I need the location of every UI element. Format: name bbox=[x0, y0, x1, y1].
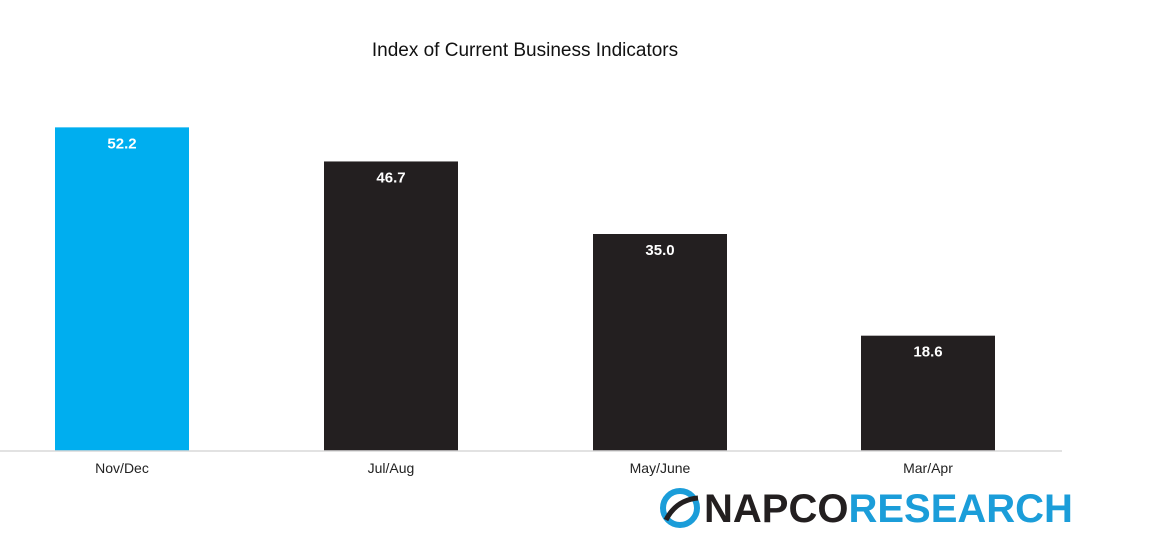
logo-text-napco: NAPCO bbox=[704, 487, 848, 531]
napco-research-logo: NAPCORESEARCH bbox=[660, 487, 1073, 531]
x-tick-label: Nov/Dec bbox=[95, 460, 149, 476]
bar-value-label: 35.0 bbox=[645, 242, 674, 259]
bars-group: 52.2 46.7 35.0 18.6 bbox=[55, 127, 995, 452]
logo-text-research: RESEARCH bbox=[848, 487, 1072, 531]
bar-value-label: 52.2 bbox=[107, 135, 136, 152]
x-tick-labels: Nov/Dec Jul/Aug May/June Mar/Apr bbox=[95, 460, 953, 476]
bar-may-june bbox=[593, 234, 727, 451]
x-tick-label: Mar/Apr bbox=[903, 460, 953, 476]
logo-text: NAPCORESEARCH bbox=[704, 487, 1073, 531]
x-tick-label: May/June bbox=[630, 460, 691, 476]
bar-nov-dec bbox=[55, 127, 189, 452]
bar-value-label: 18.6 bbox=[913, 344, 942, 361]
chart-title: Index of Current Business Indicators bbox=[372, 40, 678, 61]
x-tick-label: Jul/Aug bbox=[368, 460, 415, 476]
bar-value-label: 46.7 bbox=[376, 169, 405, 186]
logo-swirl-icon bbox=[660, 488, 700, 528]
bar-mar-apr bbox=[861, 335, 995, 451]
bar-jul-aug bbox=[324, 161, 458, 451]
